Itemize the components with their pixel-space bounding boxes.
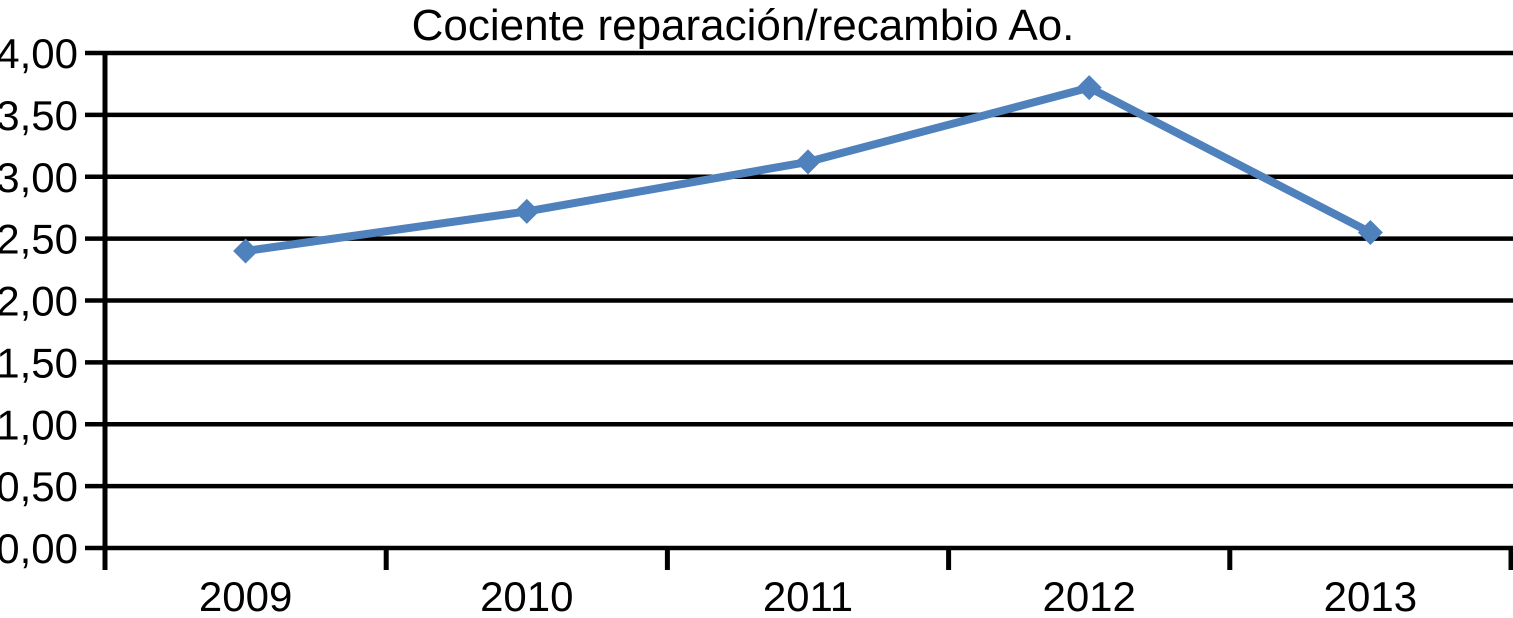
x-axis-tick-label: 2011: [763, 573, 853, 618]
x-axis-tick-label: 2010: [480, 573, 573, 618]
gridlines: [105, 50, 1513, 551]
axis-labels: 0,00 0,50 1,00 1,50 2,00 2,50 3,00 3,50 4,00 2009…: [0, 30, 1417, 618]
y-axis-tick-label: 2,00: [0, 278, 78, 325]
y-axis-tick-label: 1,00: [0, 401, 78, 448]
y-axis-tick-label: 1,50: [0, 339, 78, 386]
x-axis-tick-label: 2013: [1324, 573, 1417, 618]
y-axis-tick-label: 3,00: [0, 154, 78, 201]
y-axis-tick-label: 2,50: [0, 216, 78, 263]
x-axis-tick-label: 2012: [1042, 573, 1135, 618]
data-point-marker-2013: [1357, 219, 1383, 245]
data-point-marker-2011: [795, 149, 821, 175]
axes: [85, 50, 1513, 570]
y-axis-tick-label: 0,00: [0, 525, 78, 572]
y-axis-tick-label: 0,50: [0, 463, 78, 510]
data-point-marker-2012: [1076, 75, 1102, 101]
y-axis-tick-label: 3,50: [0, 92, 78, 139]
data-point-marker-2009: [233, 238, 259, 264]
chart-title: Cociente reparación/recambio Ao.: [412, 1, 1075, 50]
x-axis-tick-label: 2009: [199, 573, 292, 618]
y-axis-tick-label: 4,00: [0, 30, 78, 77]
data-series: [233, 75, 1383, 264]
data-point-marker-2010: [514, 198, 540, 224]
